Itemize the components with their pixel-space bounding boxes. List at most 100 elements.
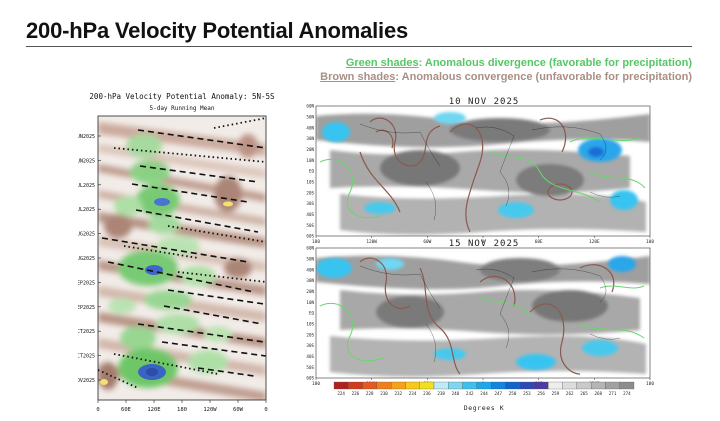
colorbar-label: 230 <box>380 391 388 396</box>
hovmoller-date-label: 16JUL2025 <box>78 207 95 213</box>
map-lat-label: 10S <box>306 321 314 326</box>
map-lat-label: 40S <box>306 212 314 217</box>
hovmoller-date-axis: 1JUN2025 16JUN2025 1JUL2025 16JUL2025 1AUG20… <box>68 134 101 384</box>
colorbar-label: 268 <box>594 391 602 396</box>
map-lon-label: 180 <box>646 239 654 245</box>
map-top-lon-axis: 180 120W 60W 0 60E 120E 180 <box>312 236 654 245</box>
slide-title: 200-hPa Velocity Potential Anomalies <box>26 18 409 43</box>
colorbar-swatch <box>533 381 549 390</box>
map-lat-label: 20N <box>306 147 314 152</box>
colorbar-swatch <box>376 381 392 390</box>
map-lat-label: 50S <box>306 223 314 228</box>
legend-divergence-key: Green shades <box>345 57 419 69</box>
legend-convergence-key: Brown shades <box>320 71 396 83</box>
map-lon-label: 180 <box>312 381 320 387</box>
hovmoller-lon-label: 60E <box>121 407 131 413</box>
map-top <box>316 106 650 236</box>
colorbar-label: 274 <box>623 391 631 396</box>
hovmoller-lon-label: 120E <box>147 407 160 413</box>
map-bottom-divergence-contours <box>319 285 645 362</box>
colorbar-swatch <box>362 381 378 390</box>
colorbar-label: 240 <box>452 391 460 396</box>
map-bottom-convergence-contours <box>359 257 615 375</box>
colorbar-swatch <box>390 381 406 390</box>
colorbar-label: 236 <box>423 391 431 396</box>
map-lat-label: 20S <box>306 332 314 337</box>
map-lat-label: 30N <box>306 278 314 283</box>
map-lat-label: 40N <box>306 267 314 272</box>
colorbar-label: 265 <box>580 391 588 396</box>
colorbar-label: 250 <box>509 391 517 396</box>
map-lat-label: 60S <box>306 234 314 239</box>
colorbar-swatch <box>419 381 435 390</box>
colorbar-swatch <box>490 381 506 390</box>
colorbar-label: 259 <box>552 391 560 396</box>
map-lat-label: EQ <box>309 311 315 316</box>
colorbar-label: 234 <box>409 391 417 396</box>
temperature-colorbar: 224 226 228 230 232 234 236 238 240 242 244 247 250 2… <box>333 381 635 396</box>
colorbar-label: 242 <box>466 391 474 396</box>
colorbar-swatch <box>505 381 520 390</box>
hovmoller-strong-convergence <box>223 201 233 207</box>
map-lat-label: 60N <box>306 104 314 109</box>
colorbar-label: 271 <box>609 391 617 396</box>
map-lon-label: 0 <box>482 239 485 245</box>
map-lat-label: 30S <box>306 201 314 206</box>
hovmoller-lon-label: 180 <box>177 407 187 413</box>
hovmoller-dotted-tracks <box>98 117 266 389</box>
hovmoller-shading <box>98 117 266 400</box>
map-lat-label: 60N <box>306 246 314 251</box>
title-divider <box>26 46 692 47</box>
map-bottom-coastlines <box>359 265 621 363</box>
colorbar-label: 253 <box>523 391 531 396</box>
hovmoller-date-label: 16OCT2025 <box>78 354 95 360</box>
colorbar-label: 238 <box>437 391 445 396</box>
map-top-coastlines <box>359 123 621 221</box>
colorbar-label: 232 <box>394 391 402 396</box>
map-lat-label: 40N <box>306 125 314 130</box>
colorbar-swatch <box>562 381 578 390</box>
hovmoller-date-label: 16AUG2025 <box>78 256 95 262</box>
legend-convergence: Brown shades: Anomalous convergence (unf… <box>320 71 692 83</box>
hovmoller-strong-convergence <box>100 379 108 385</box>
colorbar-swatch <box>462 381 478 390</box>
colorbar-units: Degrees K <box>464 404 505 412</box>
colorbar-label: 226 <box>352 391 360 396</box>
colorbar-swatch <box>519 381 535 390</box>
map-lat-label: 50N <box>306 114 314 119</box>
map-lat-label: 40S <box>306 354 314 359</box>
hovmoller-date-label: 1AUG2025 <box>78 232 95 238</box>
map-lon-label: 180 <box>312 239 320 245</box>
hovmoller-title: 200-hPa Velocity Potential Anomaly: 5N-5… <box>89 92 275 101</box>
map-top-title: 10 NOV 2025 <box>449 97 520 107</box>
map-bottom-lat-axis: 60N 50N 40N 30N 20N 10N EQ 10S 20S 30S 40S 50S 60S <box>306 246 314 381</box>
map-bottom <box>316 248 650 378</box>
hovmoller-figure: 200-hPa Velocity Potential Anomaly: 5N-5… <box>68 92 275 413</box>
velocity-maps-figure: 10 NOV 2025 <box>306 97 654 412</box>
map-lon-label: 120E <box>589 239 600 245</box>
colorbar-swatch <box>590 381 606 390</box>
hovmoller-lon-label: 60W <box>233 407 244 413</box>
colorbar-swatch <box>576 381 592 390</box>
map-top-divergence-contours <box>319 137 646 219</box>
map-lat-label: 10N <box>306 300 314 305</box>
hovmoller-dashed-tracks <box>101 129 266 377</box>
hovmoller-date-label: 1OCT2025 <box>78 329 95 335</box>
hovmoller-subtitle: 5-day Running Mean <box>149 105 214 112</box>
colorbar-swatch <box>619 381 635 390</box>
colorbar-label: 244 <box>480 391 488 396</box>
map-lon-label: 120W <box>366 239 377 245</box>
legend-divergence-text: : Anomalous divergence (favorable for pr… <box>418 57 692 69</box>
hovmoller-strong-divergence <box>146 368 158 376</box>
colorbar-swatch <box>433 381 449 390</box>
map-lat-label: 30N <box>306 136 314 141</box>
legend-convergence-text: : Anomalous convergence (unfavorable for… <box>395 71 692 83</box>
hovmoller-strong-divergence <box>154 198 170 206</box>
legend-divergence: Green shades: Anomalous divergence (favo… <box>346 57 692 69</box>
colorbar-label: 228 <box>366 391 374 396</box>
map-top-lat-axis: 60N 50N 40N 30N 20N 10N EQ 10S 20S 30S 40S 50S 60S <box>306 104 314 239</box>
hovmoller-date-label: 16SEP2025 <box>78 305 95 311</box>
map-lat-label: 30S <box>306 343 314 348</box>
map-lat-label: 60S <box>306 376 314 381</box>
colorbar-label: 256 <box>537 391 545 396</box>
